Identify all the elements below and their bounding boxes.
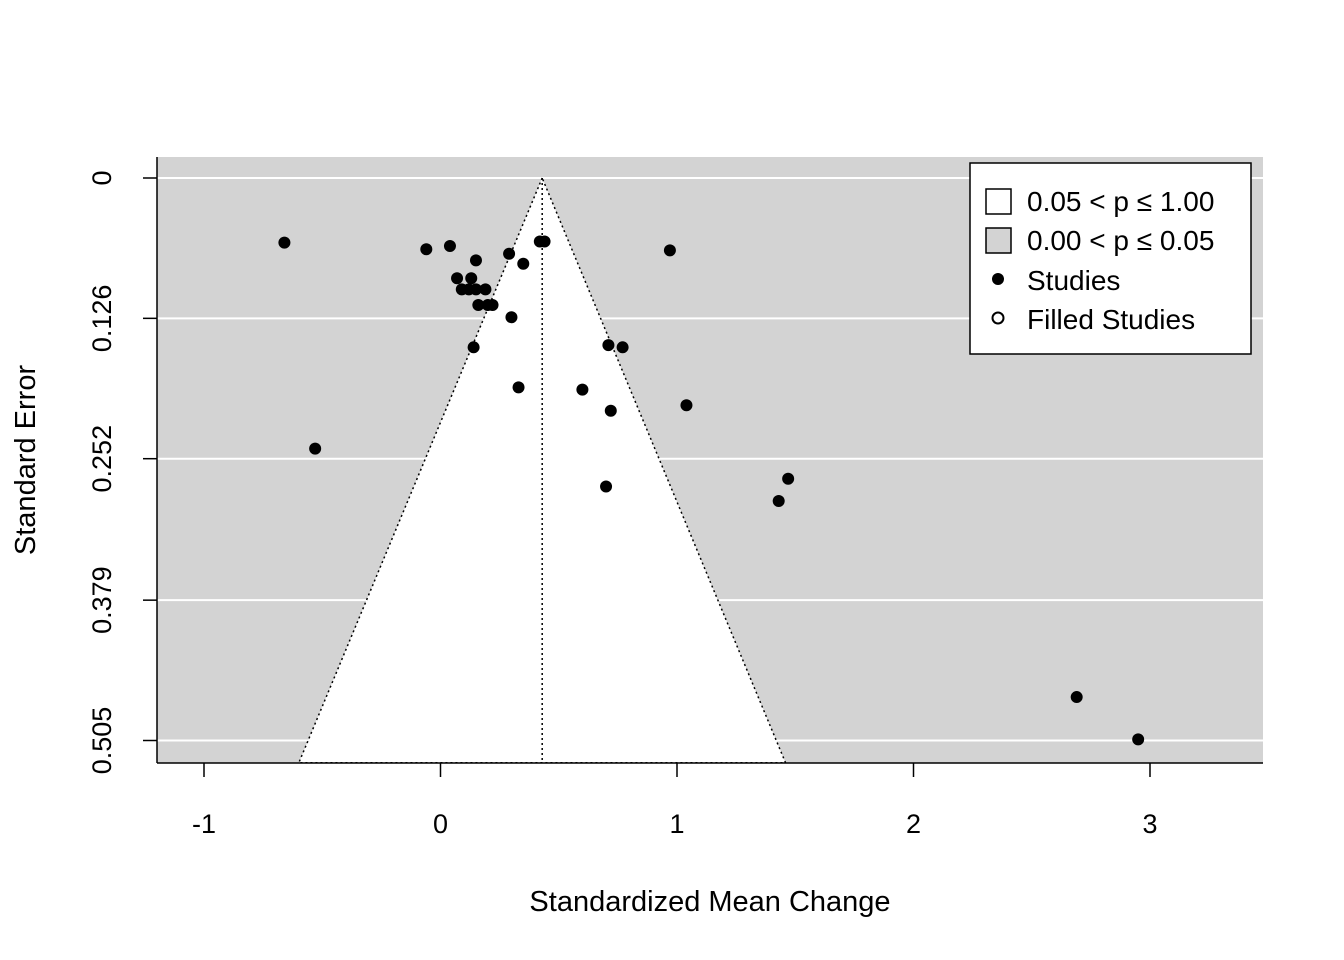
study-point: [576, 383, 589, 396]
x-tick-label: -1: [192, 809, 216, 839]
study-point: [772, 495, 785, 508]
study-point: [604, 404, 617, 417]
legend-swatch: [985, 188, 1012, 215]
legend-label: Filled Studies: [1027, 304, 1195, 335]
study-point: [602, 339, 615, 352]
study-point: [451, 272, 464, 285]
study-point: [309, 442, 322, 455]
y-tick-label: 0.252: [87, 425, 117, 493]
y-tick-label: 0.505: [87, 707, 117, 775]
study-point: [1132, 733, 1145, 746]
study-points: [278, 235, 1145, 746]
x-tick-label: 1: [669, 809, 684, 839]
legend-box: [969, 162, 1252, 355]
y-tick-label: 0: [87, 170, 117, 185]
study-point: [278, 236, 291, 249]
legend-swatch: [985, 227, 1012, 254]
study-point: [600, 480, 613, 493]
legend-label: 0.00 < p ≤ 0.05: [1027, 225, 1214, 256]
study-point: [517, 257, 530, 270]
study-point: [479, 283, 492, 296]
study-point: [505, 311, 518, 324]
legend-label: Studies: [1027, 265, 1120, 296]
legend-label: 0.05 < p ≤ 1.00: [1027, 186, 1214, 217]
x-axis-label: Standardized Mean Change: [529, 886, 890, 918]
x-tick-label: 0: [433, 809, 448, 839]
study-point: [420, 243, 433, 256]
study-point: [782, 472, 795, 485]
y-tick-label: 0.126: [87, 285, 117, 353]
study-point: [503, 247, 516, 260]
study-point: [616, 341, 629, 354]
study-point: [467, 341, 480, 354]
study-point: [680, 399, 693, 412]
legend-marker-open: [991, 311, 1005, 325]
study-point: [469, 254, 482, 267]
legend-marker-filled: [992, 273, 1004, 285]
study-point: [538, 235, 551, 248]
study-point: [469, 283, 482, 296]
study-point: [486, 298, 499, 311]
study-point: [663, 244, 676, 257]
y-axis-label: Standard Error: [10, 365, 42, 556]
study-point: [465, 272, 478, 285]
study-point: [1070, 691, 1083, 704]
study-point: [472, 298, 485, 311]
x-tick-label: 2: [906, 809, 921, 839]
x-tick-label: 3: [1142, 809, 1157, 839]
y-tick-label: 0.379: [87, 566, 117, 634]
legend: 0.05 < p ≤ 1.00 0.00 < p ≤ 0.05 Studies Fil…: [969, 162, 1252, 355]
axes: 0 0.126 0.252 0.379 0.505 -1 0 1 2 3: [87, 157, 1263, 839]
study-point: [443, 239, 456, 252]
study-point: [512, 381, 525, 394]
